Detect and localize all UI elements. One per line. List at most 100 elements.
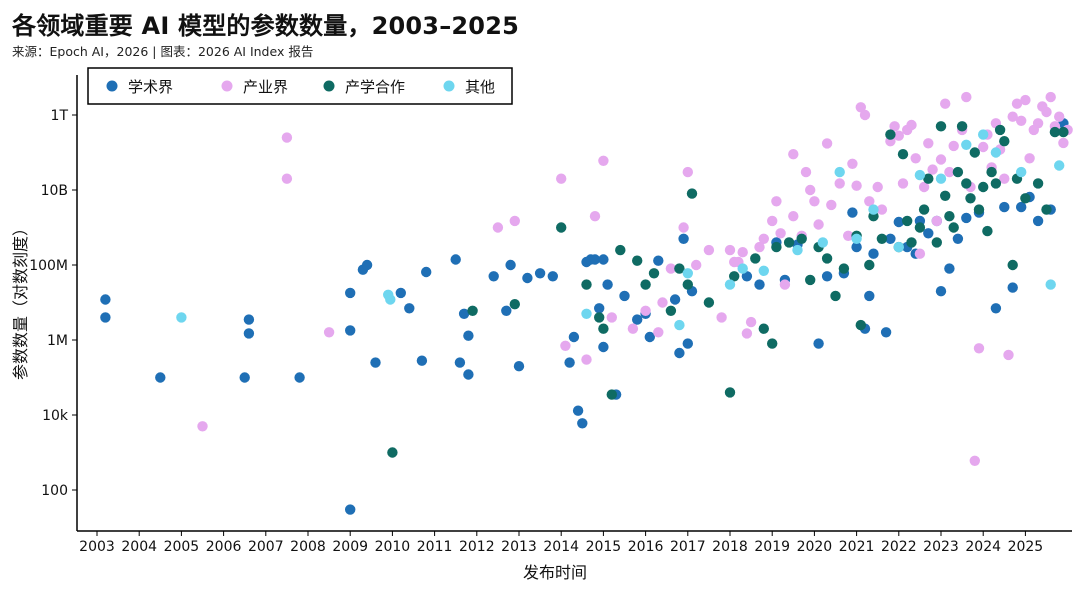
x-axis-title: 发布时间 [523, 563, 587, 582]
data-point [918, 204, 930, 215]
data-point [682, 166, 693, 178]
data-point [855, 319, 866, 331]
x-tick-label: 2022 [881, 539, 917, 555]
data-point [961, 178, 972, 189]
data-point [598, 155, 609, 166]
data-point [492, 222, 504, 233]
data-point [568, 331, 580, 343]
data-point [522, 272, 533, 284]
data-point [956, 121, 968, 132]
data-point [990, 178, 1002, 189]
legend-marker [221, 80, 233, 92]
x-tick-label: 2025 [1008, 539, 1044, 555]
x-tick-label: 2009 [332, 539, 368, 555]
data-point [813, 219, 824, 230]
data-point [868, 248, 879, 259]
data-point [598, 254, 609, 265]
data-point [361, 259, 373, 271]
data-point [935, 173, 947, 184]
x-tick-label: 2006 [206, 539, 242, 555]
data-point [864, 290, 875, 302]
data-point [581, 308, 592, 319]
data-point [724, 279, 736, 290]
data-point [564, 357, 575, 368]
legend-marker [323, 80, 335, 92]
data-point [758, 323, 769, 334]
data-point [1058, 137, 1069, 149]
data-point [771, 241, 782, 253]
data-point [404, 303, 415, 314]
data-point [703, 297, 715, 308]
data-point [724, 244, 736, 256]
data-point [281, 132, 293, 143]
data-point [821, 138, 833, 149]
x-tick-label: 2019 [754, 539, 790, 555]
data-point [961, 139, 972, 150]
data-point [703, 244, 715, 256]
data-point [589, 254, 601, 265]
data-point [644, 331, 655, 343]
data-point [458, 308, 470, 319]
data-point [897, 149, 909, 160]
data-point [969, 147, 980, 158]
series-3 [176, 129, 1065, 331]
data-point [737, 247, 748, 258]
legend-marker [106, 80, 118, 92]
data-point [1016, 201, 1027, 213]
data-point [973, 204, 985, 215]
data-point [513, 361, 525, 372]
data-point [923, 173, 934, 184]
data-point [1016, 115, 1027, 127]
legend-box [87, 67, 513, 105]
data-point [632, 255, 643, 266]
data-point [572, 405, 584, 416]
data-point [1032, 178, 1044, 189]
series-1 [197, 91, 1073, 466]
data-point [729, 271, 740, 282]
data-point [239, 372, 250, 383]
data-point [385, 294, 396, 305]
data-point [788, 211, 799, 222]
axes-layer [76, 75, 1072, 532]
data-point [176, 312, 187, 323]
data-point [682, 268, 693, 279]
data-point [855, 102, 866, 113]
data-point [872, 181, 883, 193]
data-point [935, 286, 947, 297]
data-point [952, 166, 964, 178]
data-point [779, 279, 791, 290]
data-point [834, 166, 845, 178]
data-point [294, 372, 305, 383]
data-point [653, 255, 664, 266]
data-point [914, 222, 926, 233]
data-point [1054, 160, 1065, 171]
data-point [880, 327, 892, 338]
data-point [1045, 279, 1056, 290]
y-tick-label: 100 [41, 483, 68, 499]
data-point [754, 279, 765, 290]
data-point [682, 338, 693, 349]
data-point [999, 173, 1010, 184]
data-point [783, 237, 795, 248]
data-point [796, 233, 807, 244]
data-point [488, 271, 499, 282]
data-point [581, 354, 592, 365]
chart-title: 各领域重要 AI 模型的参数数量，2003–2025 [12, 12, 520, 40]
data-point [771, 196, 782, 207]
data-point [826, 199, 837, 211]
data-point [665, 305, 677, 316]
data-point [910, 153, 921, 164]
data-point [345, 287, 356, 299]
data-point [323, 327, 335, 338]
data-point [463, 369, 474, 380]
data-point [606, 389, 617, 400]
data-point [1054, 111, 1065, 122]
data-point [973, 343, 985, 354]
data-point [640, 305, 651, 316]
data-point [864, 259, 875, 271]
data-point [935, 121, 947, 132]
data-point [1041, 106, 1052, 118]
data-point [788, 149, 799, 160]
x-tick-label: 2011 [417, 539, 453, 555]
